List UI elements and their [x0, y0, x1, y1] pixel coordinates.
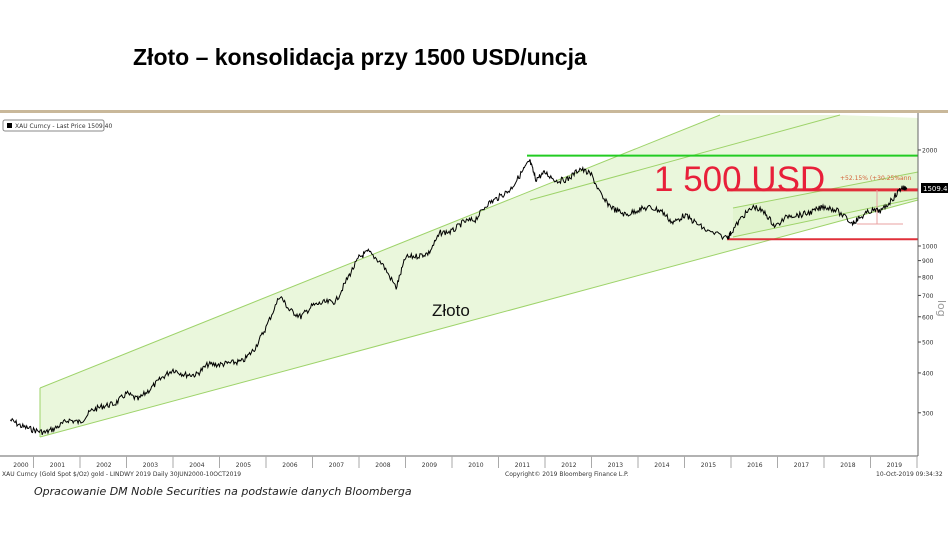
x-tick-label: 2003 [143, 462, 158, 469]
x-tick-label: 2011 [515, 462, 530, 469]
y-tick-label: 300 [922, 410, 934, 417]
x-tick-label: 2006 [282, 462, 297, 469]
big-channel [39, 114, 919, 438]
last-price-label: 1509.40 [923, 185, 948, 193]
big-price-annotation: 1 500 USD [654, 160, 825, 199]
big-channel-upper-line-2 [529, 114, 841, 201]
axes [0, 113, 919, 457]
legend-label: XAU Curncy - Last Price 1509.40 [15, 123, 112, 130]
x-tick-label: 2005 [236, 462, 251, 469]
x-tick-label: 2009 [422, 462, 437, 469]
x-tick-label: 2001 [50, 462, 65, 469]
x-tick-label: 2013 [608, 462, 623, 469]
y-tick-label: 800 [922, 274, 934, 281]
x-tick-label: 2012 [561, 462, 576, 469]
chart-frame-border [0, 110, 948, 113]
x-tick-label: 2019 [887, 462, 902, 469]
price-series-line [9, 159, 908, 436]
x-tick-label: 2015 [701, 462, 716, 469]
small-channel-lower [732, 197, 919, 238]
y-tick-label: 500 [922, 340, 934, 347]
source-timestamp: 10-Oct-2019 09:34:32 [876, 471, 943, 478]
legend-swatch [7, 123, 12, 128]
x-tick-label: 2016 [747, 462, 762, 469]
pct-annotation: +52.15% (+30.25%ann [840, 175, 912, 182]
x-tick-label: 2007 [329, 462, 344, 469]
x-tick-label: 2017 [794, 462, 809, 469]
big-channel-upper-line [39, 114, 721, 389]
y-tick-label: 2000 [922, 147, 937, 154]
y-tick-label: 1000 [922, 244, 937, 251]
series-label: Złoto [432, 301, 470, 320]
source-copyright: Copyright© 2019 Bloomberg Finance L.P. [505, 471, 629, 478]
x-tick-label: 2014 [654, 462, 669, 469]
x-tick-label: 2018 [840, 462, 855, 469]
log-scale-label: log [935, 300, 948, 317]
x-tick-label: 2002 [96, 462, 111, 469]
x-tick-label: 2010 [468, 462, 483, 469]
x-tick-label: 2000 [13, 462, 28, 469]
last-price-tag [921, 183, 948, 193]
y-tick-label: 700 [922, 293, 934, 300]
x-tick-label: 2008 [375, 462, 390, 469]
y-tick-label: 900 [922, 258, 934, 265]
y-tick-label: 400 [922, 370, 934, 377]
legend-box [2, 119, 105, 132]
small-channel-fill [733, 172, 918, 237]
source-left: XAU Curncy (Gold Spot $/Oz) gold - LINDW… [2, 471, 241, 478]
y-tick-label: 600 [922, 314, 934, 321]
x-tick-label: 2004 [189, 462, 204, 469]
footer-source-note: Opracowanie DM Noble Securities na podst… [34, 485, 412, 498]
pct-measure [857, 190, 903, 225]
page-title: Złoto – konsolidacja przy 1500 USD/uncja [133, 44, 587, 70]
big-channel-fill [40, 115, 918, 437]
